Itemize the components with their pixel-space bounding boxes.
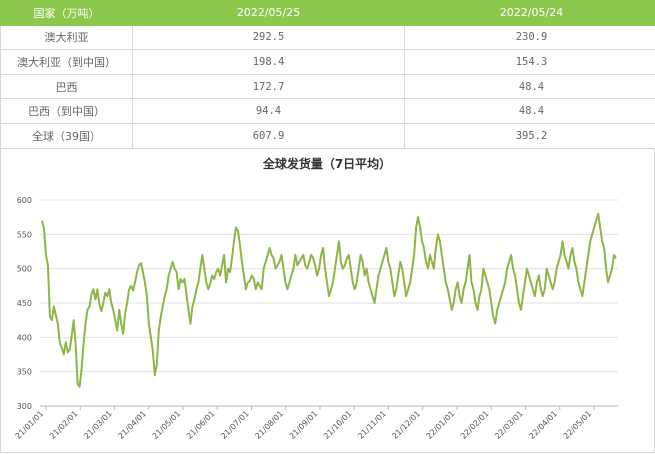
- table-row: 澳大利亚（到中国） 198.4 154.3: [0, 49, 655, 75]
- y-tick-label: 400: [17, 333, 32, 342]
- row-value-1: 198.4: [132, 49, 405, 75]
- x-tick-label: 22/01/01: [425, 409, 457, 441]
- y-tick-label: 450: [17, 299, 32, 308]
- row-value-2: 395.2: [404, 122, 655, 149]
- x-tick-label: 21/01/01: [14, 409, 46, 441]
- row-value-1: 607.9: [132, 122, 405, 149]
- row-name: 澳大利亚（到中国）: [0, 49, 133, 75]
- row-value-2: 230.9: [404, 24, 655, 51]
- row-name: 全球（39国）: [0, 122, 133, 149]
- table-row: 全球（39国） 607.9 395.2: [0, 122, 655, 149]
- x-tick-label: 21/04/01: [116, 409, 148, 441]
- table-row: 澳大利亚 292.5 230.9: [0, 24, 655, 51]
- row-name: 巴西（到中国）: [0, 98, 133, 124]
- x-tick-label: 22/03/01: [493, 409, 525, 441]
- x-tick-label: 21/12/01: [390, 409, 422, 441]
- x-tick-label: 21/07/01: [219, 409, 251, 441]
- chart-title: 全球发货量（7日平均）: [262, 156, 391, 171]
- x-tick-label: 21/09/01: [288, 409, 320, 441]
- row-value-1: 172.7: [132, 73, 405, 100]
- x-tick-label: 22/04/01: [527, 409, 559, 441]
- y-tick-label: 550: [17, 230, 32, 239]
- table-header-row: 国家（万吨） 2022/05/25 2022/05/24: [0, 0, 655, 26]
- x-tick-label: 21/08/01: [253, 409, 285, 441]
- y-tick-label: 500: [17, 265, 32, 274]
- row-value-2: 154.3: [404, 49, 655, 75]
- x-tick-label: 21/10/01: [322, 409, 354, 441]
- x-tick-label: 22/02/01: [459, 409, 491, 441]
- x-tick-label: 21/06/01: [185, 409, 217, 441]
- row-name: 澳大利亚: [0, 24, 133, 51]
- x-tick-label: 21/03/01: [82, 409, 114, 441]
- shipment-table: 国家（万吨） 2022/05/25 2022/05/24 澳大利亚 292.5 …: [0, 0, 655, 149]
- table-row: 巴西（到中国） 94.4 48.4: [0, 98, 655, 124]
- row-name: 巴西: [0, 73, 133, 100]
- header-date-2: 2022/05/24: [404, 0, 655, 26]
- series-line: [41, 212, 617, 388]
- header-country: 国家（万吨）: [0, 0, 133, 26]
- x-tick-label: 22/05/01: [562, 409, 594, 441]
- x-tick-label: 21/02/01: [48, 409, 80, 441]
- row-value-2: 48.4: [404, 98, 655, 124]
- row-value-2: 48.4: [404, 73, 655, 100]
- header-date-1: 2022/05/25: [132, 0, 405, 26]
- y-tick-label: 350: [17, 368, 32, 377]
- y-tick-label: 300: [17, 402, 32, 411]
- row-value-1: 292.5: [132, 24, 405, 51]
- row-value-1: 94.4: [132, 98, 405, 124]
- table-row: 巴西 172.7 48.4: [0, 73, 655, 100]
- x-tick-label: 21/05/01: [151, 409, 183, 441]
- y-tick-label: 600: [17, 196, 32, 205]
- x-tick-label: 21/11/01: [356, 409, 388, 441]
- line-chart: 全球发货量（7日平均） 300 350 400 450 500 550 600 21/01/01…: [14, 156, 618, 441]
